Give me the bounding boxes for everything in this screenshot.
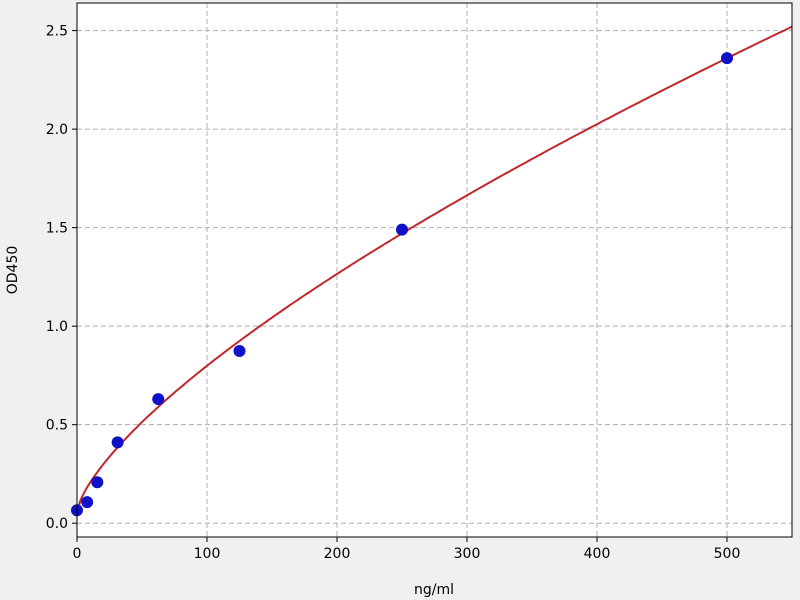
data-point: [152, 393, 165, 406]
y-tick-label: 2.0: [46, 122, 68, 138]
fit-curve-layer: [76, 25, 793, 512]
x-axis-ticks: 0 100 200 300 400 500: [73, 537, 741, 562]
y-tick-label: 0.0: [46, 516, 68, 532]
plot-frame: [76, 2, 793, 538]
x-tick-label: 400: [584, 546, 611, 562]
data-point: [721, 52, 733, 65]
y-tick-label: 1.5: [46, 221, 68, 237]
fit-curve: [76, 25, 793, 512]
data-point: [396, 223, 408, 236]
x-tick-label: 0: [73, 546, 82, 562]
data-point: [81, 496, 94, 509]
y-tick-label: 1.0: [46, 319, 68, 335]
data-point: [91, 476, 104, 489]
y-axis-ticks: 0.0 0.5 1.0 1.5 2.0 2.5: [46, 24, 77, 532]
x-tick-label: 300: [454, 546, 481, 562]
x-tick-label: 100: [194, 546, 221, 562]
grid: [77, 3, 792, 537]
plot-area: [77, 3, 792, 537]
data-point: [111, 436, 124, 449]
y-axis-label: OD450: [5, 246, 21, 295]
data-point: [233, 344, 246, 357]
x-tick-label: 500: [714, 546, 741, 562]
y-tick-label: 2.5: [46, 24, 68, 40]
x-axis-label: ng/ml: [414, 582, 454, 598]
x-tick-label: 200: [324, 546, 351, 562]
y-tick-label: 0.5: [46, 418, 68, 434]
